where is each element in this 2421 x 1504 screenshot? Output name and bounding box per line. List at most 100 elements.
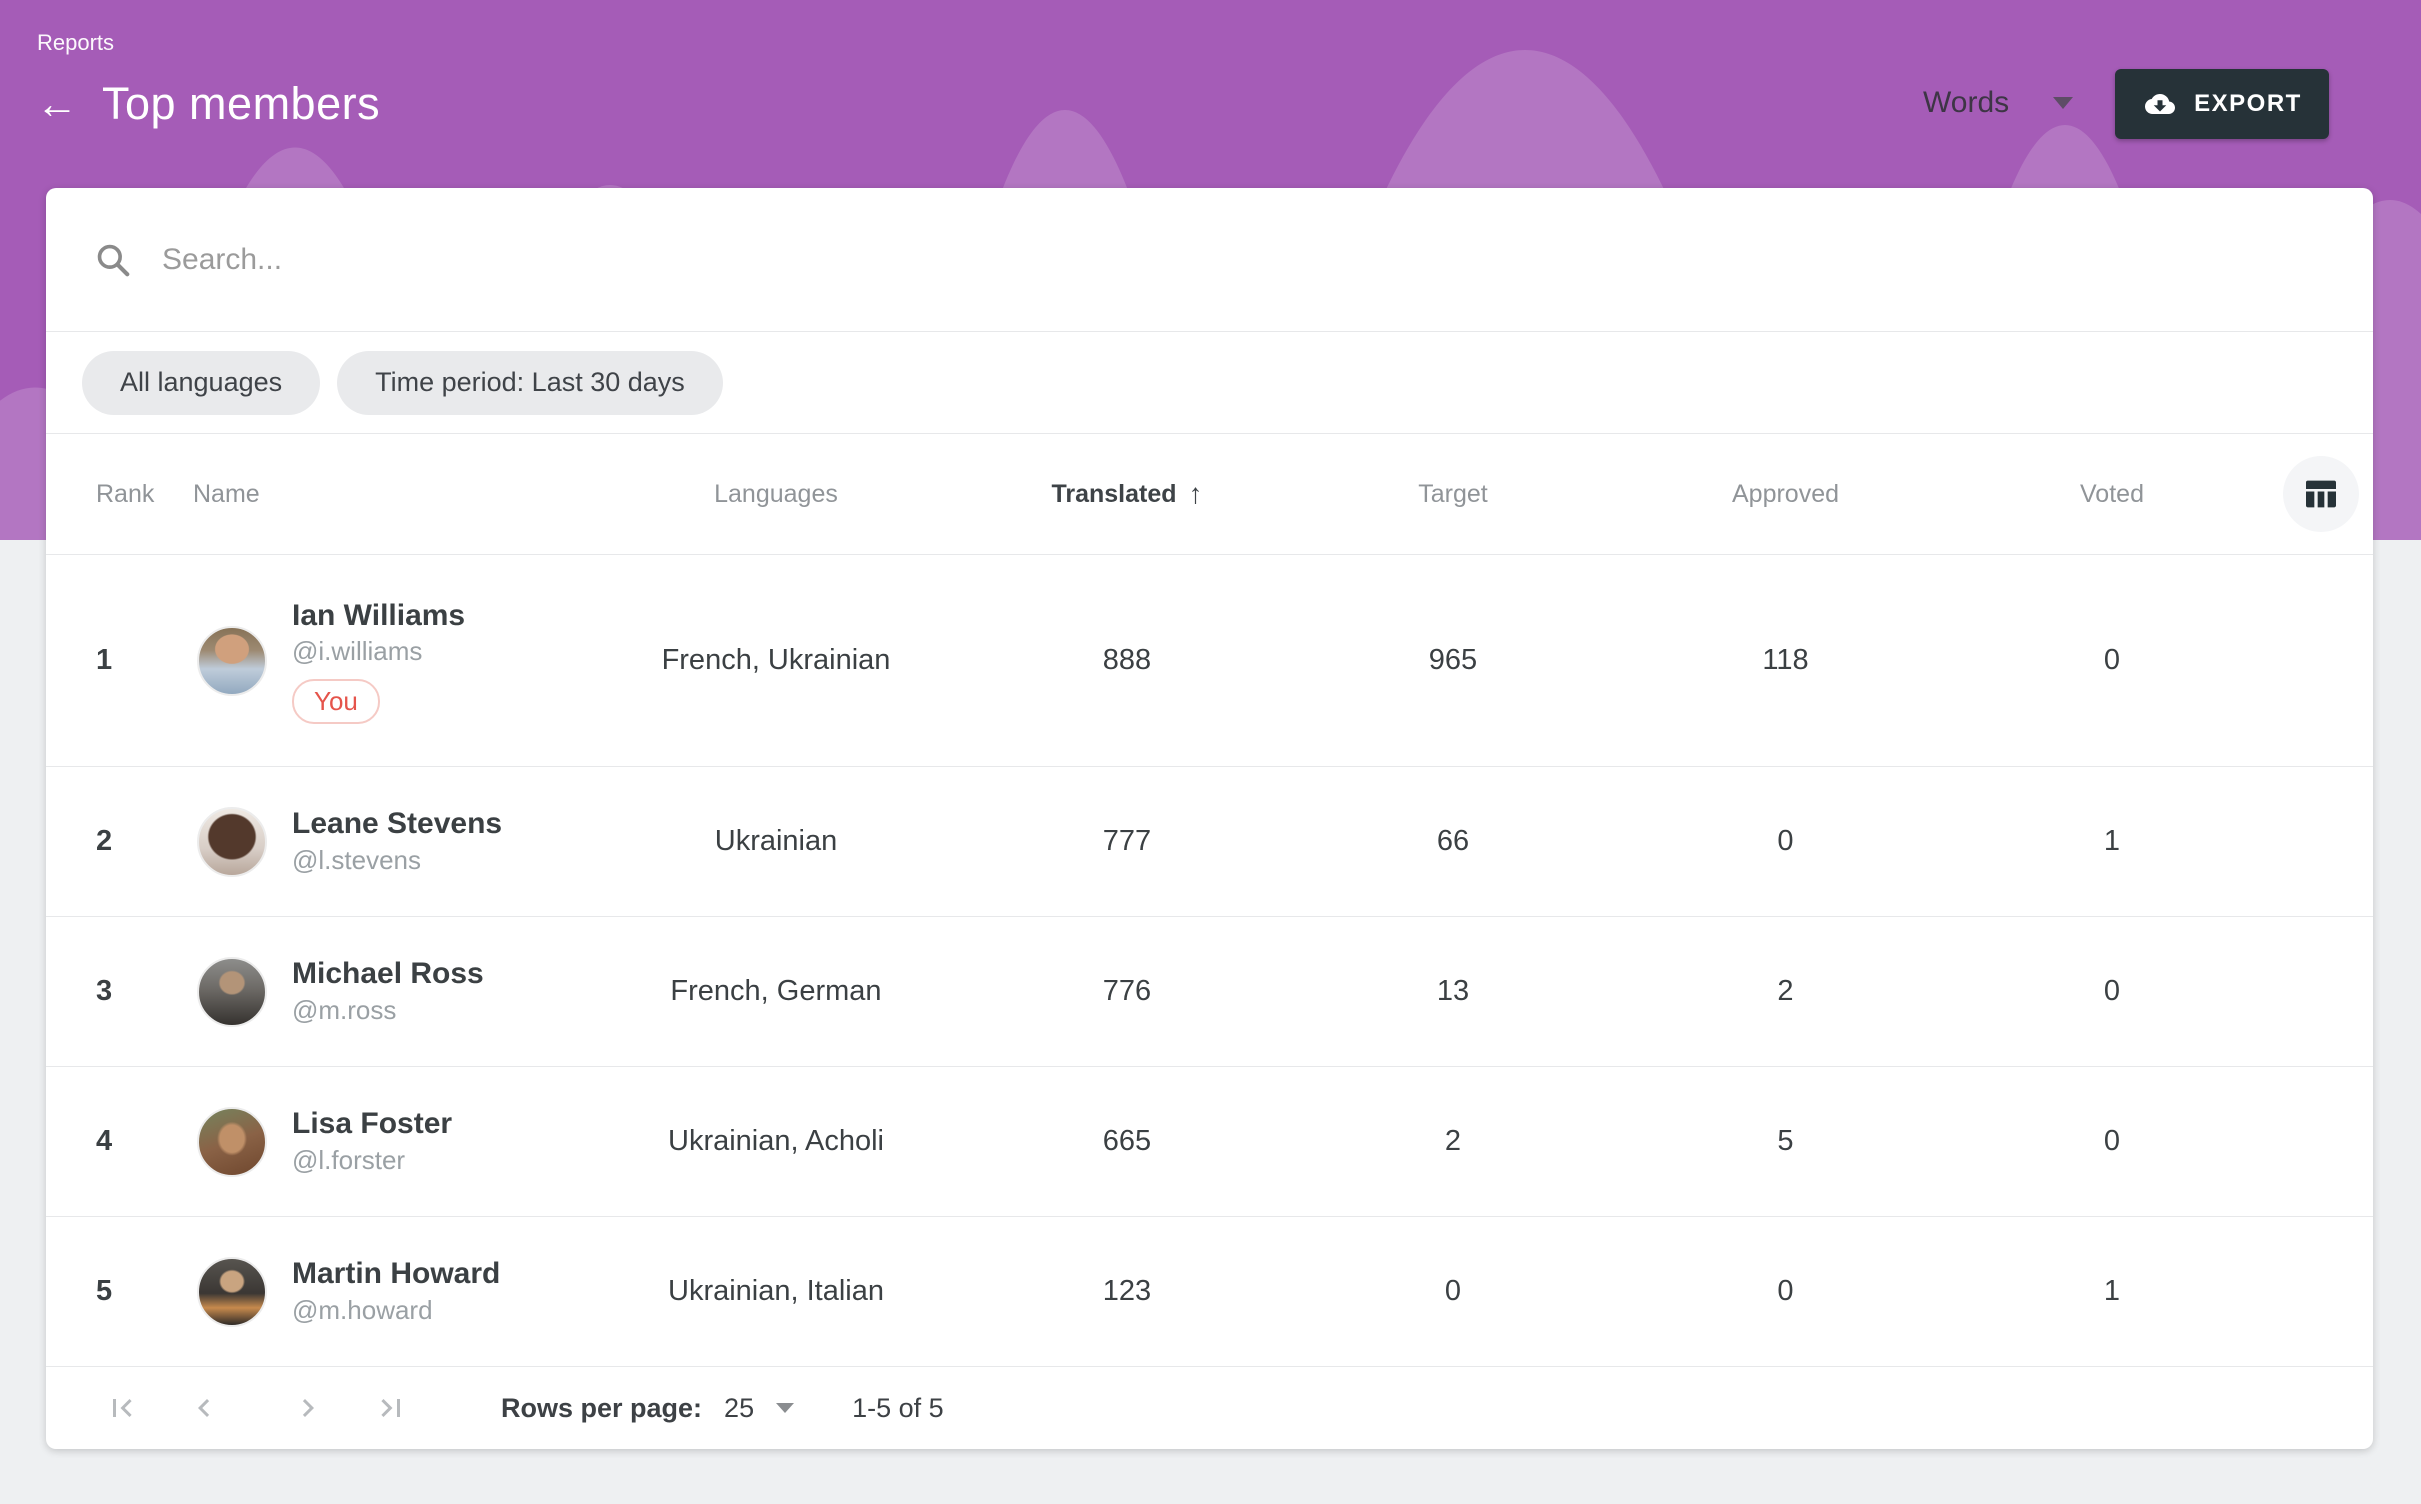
column-settings-button[interactable] bbox=[2283, 456, 2359, 532]
last-page-icon bbox=[381, 1399, 400, 1417]
chevron-left-icon bbox=[198, 1399, 210, 1417]
approved-cell: 0 bbox=[1777, 1275, 1794, 1307]
search-input[interactable] bbox=[162, 242, 1762, 277]
voted-cell: 0 bbox=[2103, 975, 2121, 1007]
export-button-label: EXPORT bbox=[2194, 90, 2302, 117]
approved-cell: 2 bbox=[1777, 975, 1794, 1007]
table-row: 4 Lisa Foster @l.forster Ukrainian, Acho… bbox=[46, 1066, 2373, 1216]
column-header-translated-label: Translated bbox=[1051, 479, 1177, 508]
languages-cell: French, German bbox=[670, 975, 882, 1007]
avatar bbox=[197, 625, 267, 696]
column-header-target[interactable]: Target bbox=[1418, 479, 1488, 508]
languages-cell: Ukrainian, Italian bbox=[668, 1275, 884, 1307]
member-username: @l.forster bbox=[292, 1144, 406, 1175]
languages-cell: Ukrainian, Acholi bbox=[668, 1125, 884, 1157]
rows-per-page-label: Rows per page: bbox=[501, 1392, 703, 1423]
column-header-approved[interactable]: Approved bbox=[1731, 479, 1840, 508]
approved-cell: 0 bbox=[1777, 825, 1794, 857]
member-name: Lisa Foster bbox=[292, 1107, 453, 1141]
voted-cell: 0 bbox=[2103, 644, 2121, 676]
filters-row: All languages Time period: Last 30 days bbox=[46, 332, 2373, 433]
table-header-row: Rank Name Languages Translated ↑ Target … bbox=[46, 434, 2373, 554]
unit-dropdown[interactable]: Words bbox=[1923, 86, 2074, 120]
rank-cell: 2 bbox=[96, 825, 113, 857]
chevron-right-icon bbox=[302, 1399, 314, 1417]
export-button[interactable]: EXPORT bbox=[2115, 69, 2329, 139]
pagination-bar: Rows per page: 25 1-5 of 5 bbox=[46, 1366, 2373, 1449]
voted-cell: 1 bbox=[2103, 825, 2121, 857]
pagination-range: 1-5 of 5 bbox=[852, 1392, 944, 1423]
rank-cell: 1 bbox=[96, 644, 113, 676]
unit-dropdown-value: Words bbox=[1923, 86, 2010, 119]
filter-time-period-chip[interactable]: Time period: Last 30 days bbox=[337, 350, 723, 415]
languages-cell: French, Ukrainian bbox=[661, 644, 891, 676]
approved-cell: 5 bbox=[1777, 1125, 1794, 1157]
avatar bbox=[197, 1256, 267, 1327]
target-cell: 965 bbox=[1428, 644, 1478, 676]
chevron-down-icon bbox=[776, 1403, 795, 1413]
translated-cell: 777 bbox=[1102, 825, 1152, 857]
column-header-languages[interactable]: Languages bbox=[714, 479, 838, 508]
member-cell: Ian Williams @i.williams You bbox=[193, 597, 585, 725]
avatar bbox=[197, 1106, 267, 1177]
title-row: ← Top members bbox=[36, 78, 380, 130]
member-username: @i.williams bbox=[292, 636, 423, 667]
first-page-button[interactable] bbox=[104, 1390, 140, 1426]
first-page-icon bbox=[113, 1399, 132, 1417]
target-cell: 13 bbox=[1436, 975, 1470, 1007]
previous-page-button[interactable] bbox=[186, 1390, 222, 1426]
rows-per-page-value: 25 bbox=[724, 1392, 755, 1423]
target-cell: 0 bbox=[1444, 1275, 1462, 1307]
rank-cell: 3 bbox=[96, 975, 113, 1007]
voted-cell: 0 bbox=[2103, 1125, 2121, 1157]
report-card: All languages Time period: Last 30 days … bbox=[46, 188, 2373, 1449]
translated-cell: 665 bbox=[1102, 1125, 1152, 1157]
member-cell: Lisa Foster @l.forster bbox=[193, 1105, 585, 1178]
avatar bbox=[197, 806, 267, 877]
search-icon bbox=[97, 244, 130, 276]
member-name: Michael Ross bbox=[292, 957, 484, 991]
chevron-down-icon bbox=[2053, 97, 2074, 109]
page-title: Top members bbox=[102, 78, 381, 129]
breadcrumb[interactable]: Reports bbox=[37, 30, 115, 55]
voted-cell: 1 bbox=[2103, 1275, 2121, 1307]
column-header-name[interactable]: Name bbox=[193, 479, 260, 508]
table-row: 5 Martin Howard @m.howard Ukrainian, Ita… bbox=[46, 1216, 2373, 1366]
member-cell: Leane Stevens @l.stevens bbox=[193, 805, 585, 878]
back-arrow-icon[interactable]: ← bbox=[36, 80, 78, 127]
last-page-button[interactable] bbox=[373, 1390, 409, 1426]
languages-cell: Ukrainian bbox=[714, 825, 838, 857]
translated-cell: 123 bbox=[1102, 1275, 1152, 1307]
member-name: Martin Howard bbox=[292, 1257, 501, 1291]
avatar bbox=[197, 956, 267, 1027]
rank-cell: 4 bbox=[96, 1125, 113, 1157]
member-cell: Martin Howard @m.howard bbox=[193, 1255, 585, 1328]
table-columns-icon bbox=[2306, 480, 2336, 508]
rows-per-page-select[interactable]: 25 bbox=[724, 1392, 795, 1424]
column-header-voted[interactable]: Voted bbox=[2080, 479, 2144, 508]
table-row: 1 Ian Williams @i.williams You French, U… bbox=[46, 554, 2373, 766]
search-bar bbox=[46, 188, 2373, 331]
divider bbox=[46, 331, 2373, 332]
filter-languages-chip[interactable]: All languages bbox=[82, 350, 321, 415]
member-cell: Michael Ross @m.ross bbox=[193, 955, 585, 1028]
translated-cell: 776 bbox=[1102, 975, 1152, 1007]
member-name: Leane Stevens bbox=[292, 807, 503, 841]
member-name: Ian Williams bbox=[292, 598, 466, 632]
you-badge: You bbox=[292, 679, 380, 725]
member-username: @m.ross bbox=[292, 994, 397, 1025]
table-row: 2 Leane Stevens @l.stevens Ukrainian 777… bbox=[46, 766, 2373, 916]
approved-cell: 118 bbox=[1762, 644, 1809, 676]
rank-cell: 5 bbox=[96, 1275, 113, 1307]
member-username: @l.stevens bbox=[292, 844, 421, 875]
member-username: @m.howard bbox=[292, 1294, 433, 1325]
next-page-button[interactable] bbox=[290, 1390, 326, 1426]
column-header-rank[interactable]: Rank bbox=[96, 479, 155, 508]
target-cell: 66 bbox=[1436, 825, 1470, 857]
target-cell: 2 bbox=[1444, 1125, 1462, 1157]
cloud-download-icon bbox=[2145, 94, 2176, 114]
table-row: 3 Michael Ross @m.ross French, German 77… bbox=[46, 916, 2373, 1066]
translated-cell: 888 bbox=[1102, 644, 1152, 676]
sort-ascending-icon: ↑ bbox=[1188, 478, 1203, 509]
column-header-translated[interactable]: Translated ↑ bbox=[967, 478, 1287, 510]
